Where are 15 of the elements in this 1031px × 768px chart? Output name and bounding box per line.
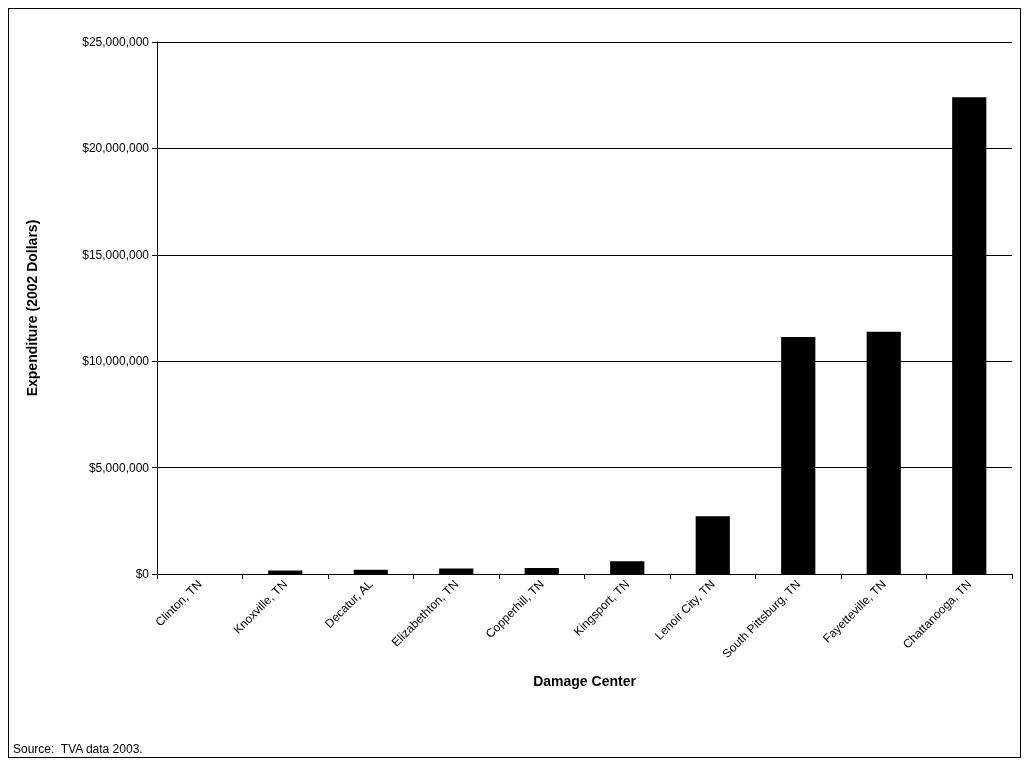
bar (695, 516, 730, 574)
y-tick-label: $15,000,000 (82, 247, 150, 262)
bar (353, 569, 388, 574)
x-axis-title: Damage Center (533, 673, 637, 689)
y-tick-label: $25,000,000 (82, 35, 150, 49)
bar (439, 568, 474, 574)
y-tick-label: $0 (135, 567, 150, 581)
bar (524, 568, 559, 574)
bar (610, 561, 645, 574)
bar (268, 570, 303, 574)
y-tick-label: $20,000,000 (82, 141, 150, 156)
y-axis-title: Expenditure (2002 Dollars) (24, 219, 40, 397)
y-tick-label: $10,000,000 (82, 354, 150, 369)
source-note: Source: TVA data 2003. (13, 742, 143, 756)
y-tick-label: $5,000,000 (88, 460, 150, 475)
